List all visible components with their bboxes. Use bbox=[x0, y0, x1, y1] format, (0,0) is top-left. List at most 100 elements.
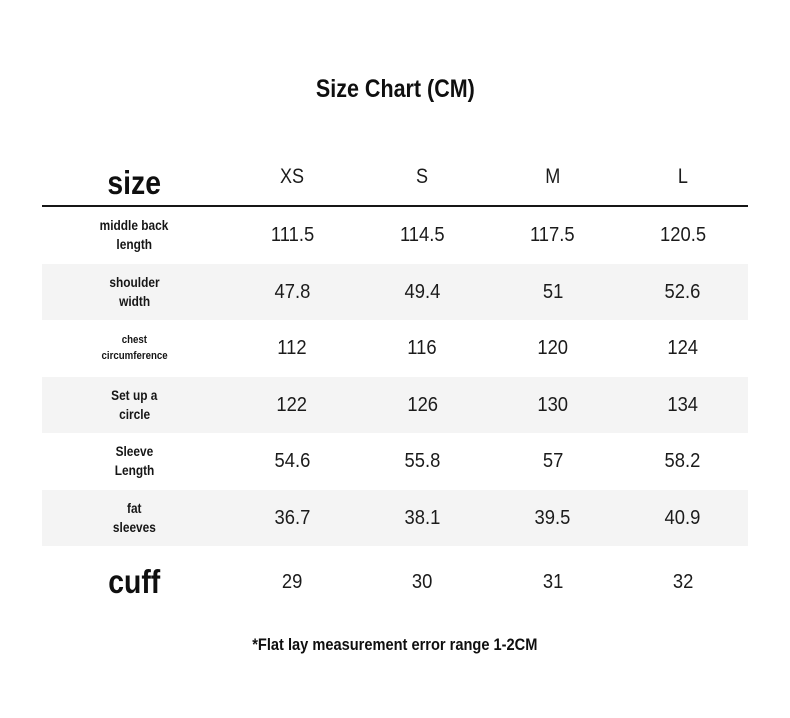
row-label-line: circumference bbox=[42, 348, 227, 364]
cell-value-text: 120 bbox=[537, 337, 568, 360]
row-label-text: sleeves bbox=[113, 519, 156, 535]
row-label-text: length bbox=[116, 237, 153, 253]
row-label-line: chest bbox=[42, 332, 227, 348]
row-label: Sleeve Length bbox=[42, 442, 227, 480]
row-label-line: circle bbox=[42, 405, 227, 424]
size-table: size XS S M L middle back length 111.5 1… bbox=[42, 104, 748, 618]
cell-value-text: 40.9 bbox=[664, 506, 701, 529]
row-label-text: Length bbox=[114, 463, 155, 479]
cell-value-text: 39.5 bbox=[534, 506, 571, 529]
table-row-shoulder-width: shoulder width 47.8 49.4 51 52.6 bbox=[42, 263, 748, 320]
row-label-text: middle back bbox=[100, 218, 169, 234]
row-label: middle back length bbox=[42, 216, 227, 254]
cell-value: 58.2 bbox=[618, 449, 748, 473]
row-label: chest circumference bbox=[42, 332, 227, 364]
cell-value: 120 bbox=[488, 336, 618, 360]
table-row-chest-circumference: chest circumference 112 116 120 124 bbox=[42, 320, 748, 377]
table-header-row: size XS S M L bbox=[42, 104, 748, 207]
cell-value: 122 bbox=[227, 393, 357, 417]
column-header-m: M bbox=[488, 165, 618, 205]
cell-value: 36.7 bbox=[227, 506, 357, 530]
cell-value: 38.1 bbox=[357, 506, 487, 530]
cell-value-text: 38.1 bbox=[404, 506, 441, 529]
row-label-line: middle back bbox=[42, 216, 227, 235]
table-row-cuff: cuff 29 30 31 32 bbox=[42, 546, 748, 618]
cell-value-text: 122 bbox=[276, 393, 308, 416]
table-row-sleeve-length: Sleeve Length 54.6 55.8 57 58.2 bbox=[42, 433, 748, 490]
cell-value-text: 114.5 bbox=[400, 224, 445, 247]
row-label-text: Set up a bbox=[111, 387, 158, 403]
cell-value: 116 bbox=[357, 336, 487, 360]
row-label-text: fat bbox=[127, 500, 142, 516]
cell-value: 111.5 bbox=[227, 223, 357, 247]
cell-value: 124 bbox=[618, 336, 748, 360]
column-header-xs: XS bbox=[227, 165, 357, 205]
measurement-disclaimer: *Flat lay measurement error range 1-2CM bbox=[0, 634, 790, 656]
row-label-text: chest bbox=[121, 334, 148, 347]
table-row-set-up-a-circle: Set up a circle 122 126 130 134 bbox=[42, 376, 748, 433]
cell-value: 52.6 bbox=[618, 280, 748, 304]
cell-value-text: 29 bbox=[281, 571, 303, 593]
cell-value-text: 130 bbox=[537, 393, 568, 416]
cell-value-text: 54.6 bbox=[274, 450, 311, 473]
column-header-s-text: S bbox=[416, 165, 429, 188]
row-label-text: width bbox=[118, 293, 151, 309]
row-label-line: fat bbox=[42, 499, 227, 518]
cell-value: 126 bbox=[357, 393, 487, 417]
cell-value: 54.6 bbox=[227, 449, 357, 473]
column-header-l: L bbox=[618, 165, 748, 205]
cell-value: 39.5 bbox=[488, 506, 618, 530]
cell-value-text: 134 bbox=[667, 393, 699, 416]
cell-value-text: 31 bbox=[542, 571, 563, 593]
cell-value: 112 bbox=[227, 336, 357, 360]
row-label-text: shoulder bbox=[109, 274, 160, 290]
row-label-line: Set up a bbox=[42, 386, 227, 405]
cell-value-text: 112 bbox=[277, 337, 307, 360]
cell-value: 30 bbox=[357, 570, 487, 594]
cell-value-text: 47.8 bbox=[274, 280, 311, 303]
cell-value-text: 55.8 bbox=[404, 450, 441, 473]
page-title-text: Size Chart (CM) bbox=[315, 75, 475, 103]
cell-value-text: 124 bbox=[667, 337, 699, 360]
cell-value-text: 52.6 bbox=[664, 280, 701, 303]
row-label: Set up a circle bbox=[42, 386, 227, 424]
row-label-text: circumference bbox=[101, 350, 168, 363]
cell-value-text: 36.7 bbox=[274, 506, 311, 529]
corner-header-size-text: size bbox=[107, 164, 162, 201]
page-title: Size Chart (CM) bbox=[0, 0, 790, 104]
row-label-cuff: cuff bbox=[42, 562, 227, 602]
cell-value: 130 bbox=[488, 393, 618, 417]
cell-value: 40.9 bbox=[618, 506, 748, 530]
cell-value: 55.8 bbox=[357, 449, 487, 473]
cell-value-text: 120.5 bbox=[659, 224, 706, 247]
table-row-middle-back-length: middle back length 111.5 114.5 117.5 120… bbox=[42, 207, 748, 264]
cell-value-text: 51 bbox=[542, 280, 563, 303]
cell-value-text: 30 bbox=[412, 571, 433, 593]
row-label-text: circle bbox=[118, 406, 151, 422]
row-label-line: Sleeve bbox=[42, 442, 227, 461]
cell-value-text: 32 bbox=[672, 571, 694, 593]
cell-value: 31 bbox=[488, 570, 618, 594]
row-label: fat sleeves bbox=[42, 499, 227, 537]
cell-value: 134 bbox=[618, 393, 748, 417]
row-label-line: sleeves bbox=[42, 518, 227, 537]
cell-value: 57 bbox=[488, 449, 618, 473]
cell-value-text: 49.4 bbox=[404, 280, 441, 303]
row-label: shoulder width bbox=[42, 273, 227, 311]
measurement-disclaimer-text: *Flat lay measurement error range 1-2CM bbox=[252, 635, 538, 654]
cell-value: 32 bbox=[618, 570, 748, 594]
column-header-s: S bbox=[357, 165, 487, 205]
cell-value-text: 116 bbox=[407, 337, 438, 360]
cell-value-text: 58.2 bbox=[664, 450, 701, 473]
row-label-text: Sleeve bbox=[115, 444, 154, 460]
cell-value: 51 bbox=[488, 280, 618, 304]
cell-value-text: 117.5 bbox=[530, 224, 575, 247]
cell-value: 47.8 bbox=[227, 280, 357, 304]
corner-header-size: size bbox=[42, 163, 227, 205]
cell-value-text: 111.5 bbox=[270, 224, 314, 247]
cell-value: 49.4 bbox=[357, 280, 487, 304]
table-row-fat-sleeves: fat sleeves 36.7 38.1 39.5 40.9 bbox=[42, 489, 748, 546]
cell-value-text: 126 bbox=[407, 393, 438, 416]
row-label-cuff-text: cuff bbox=[108, 563, 161, 600]
